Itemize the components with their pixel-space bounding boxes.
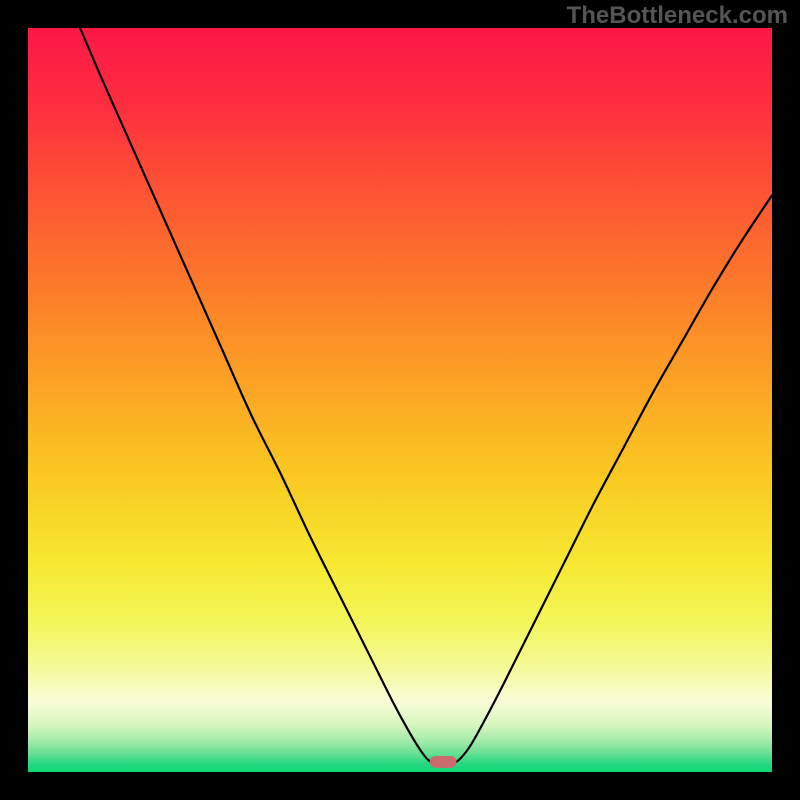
plot-background	[28, 28, 772, 772]
chart-container: { "watermark": { "text": "TheBottleneck.…	[0, 0, 800, 800]
bottleneck-curve-chart	[0, 0, 800, 800]
watermark-text: TheBottleneck.com	[567, 2, 788, 30]
valley-marker	[430, 756, 457, 768]
